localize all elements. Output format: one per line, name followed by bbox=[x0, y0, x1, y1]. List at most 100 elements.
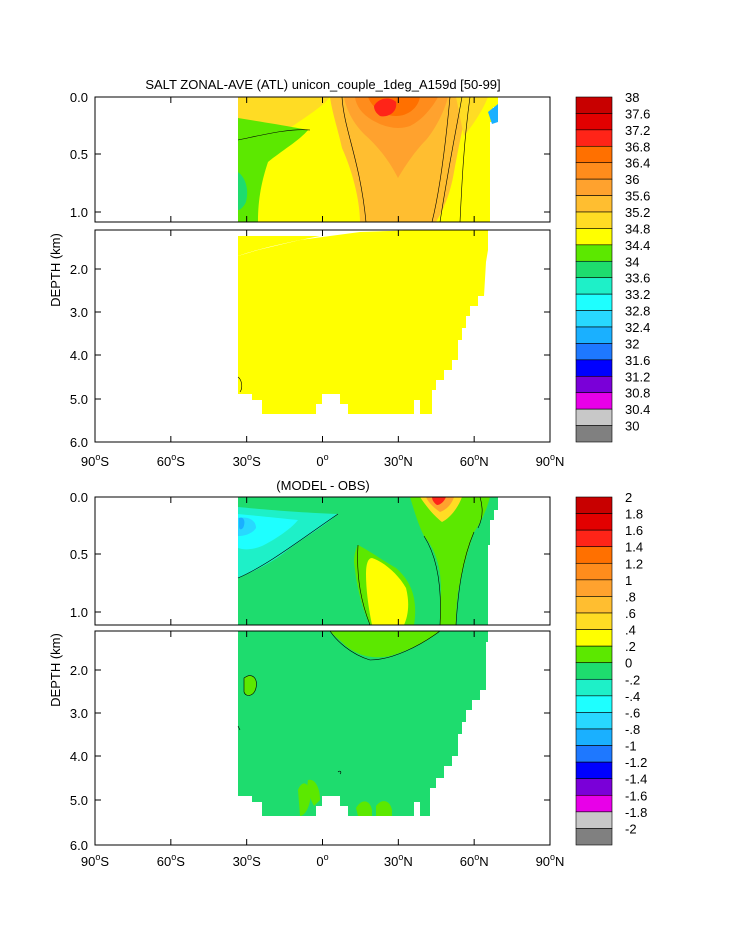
bottom-colorbar-label-15: -1 bbox=[625, 739, 637, 754]
top-colorbar-label-2: 37.2 bbox=[625, 123, 650, 138]
top-colorbar-swatch-9 bbox=[575, 244, 613, 262]
bottom-ytick-05: 0.5 bbox=[70, 547, 88, 562]
bottom-max-core bbox=[432, 497, 446, 505]
bottom-lower-field bbox=[237, 631, 488, 816]
top-colorbar-swatch-1 bbox=[575, 113, 613, 131]
top-xtick-label-4: 30oN bbox=[384, 452, 413, 469]
top-colorbar-swatch-14 bbox=[575, 326, 613, 344]
bottom-ytick-5: 5.0 bbox=[70, 793, 88, 808]
top-colorbar-label-3: 36.8 bbox=[625, 139, 650, 154]
bottom-colorbar-swatch-12 bbox=[575, 695, 613, 713]
top-north-fresh-patch bbox=[488, 104, 498, 124]
bottom-negative-core bbox=[239, 517, 245, 530]
bottom-positive-region-3 bbox=[410, 497, 490, 625]
bottom-panel: (MODEL - OBS) 0. bbox=[48, 478, 647, 869]
bottom-ytick-1: 1.0 bbox=[70, 605, 88, 620]
bottom-xtick-deg-0: 90 bbox=[81, 854, 95, 869]
top-xtick-hemi-6: N bbox=[555, 454, 564, 469]
top-xtick-label-6: 90oN bbox=[536, 452, 565, 469]
bottom-colorbar: 21.81.61.41.21.8.6.4.20-.2-.4-.6-.8-1-1.… bbox=[575, 490, 647, 846]
top-xtick-label-5: 60oN bbox=[460, 452, 489, 469]
top-colorbar-label-15: 32 bbox=[625, 336, 639, 351]
bottom-colorbar-swatch-0 bbox=[575, 496, 613, 514]
top-xtick-label-3: 0o bbox=[316, 452, 328, 469]
top-colorbar-label-18: 30.8 bbox=[625, 386, 650, 401]
bottom-colorbar-label-7: .6 bbox=[625, 606, 636, 621]
top-colorbar-swatch-20 bbox=[575, 425, 613, 443]
top-colorbar-swatch-5 bbox=[575, 178, 613, 196]
bottom-ytick-0: 0.0 bbox=[70, 490, 88, 505]
top-ytick-05: 0.5 bbox=[70, 147, 88, 162]
top-deep-upper bbox=[238, 236, 320, 256]
bottom-colorbar-label-1: 1.8 bbox=[625, 507, 643, 522]
bottom-colorbar-swatch-15 bbox=[575, 745, 613, 763]
top-xtick-hemi-5: N bbox=[479, 454, 488, 469]
top-colorbar-swatch-17 bbox=[575, 375, 613, 394]
top-colorbar-swatch-7 bbox=[575, 211, 613, 229]
bottom-colorbar-swatch-4 bbox=[575, 562, 613, 581]
top-colorbar-label-8: 34.8 bbox=[625, 221, 650, 236]
top-deep-region bbox=[238, 230, 488, 414]
top-colorbar-swatch-4 bbox=[575, 162, 613, 180]
bottom-positive-region-2 bbox=[366, 558, 409, 625]
bottom-deep-positive-1 bbox=[330, 631, 440, 658]
bottom-deep-positive-5 bbox=[356, 801, 372, 816]
top-colorbar-label-5: 36 bbox=[625, 172, 639, 187]
bottom-panel-title: (MODEL - OBS) bbox=[276, 478, 369, 493]
top-xtick-hemi-2: S bbox=[252, 454, 261, 469]
top-colorbar-swatch-18 bbox=[575, 392, 613, 410]
bottom-colorbar-label-0: 2 bbox=[625, 490, 632, 505]
bottom-colorbar-label-18: -1.6 bbox=[625, 788, 647, 803]
bottom-colorbar-label-13: -.6 bbox=[625, 705, 640, 720]
top-fresh-patch bbox=[238, 172, 248, 210]
top-ytick-1: 1.0 bbox=[70, 205, 88, 220]
top-colorbar-swatch-2 bbox=[575, 129, 613, 147]
bottom-xtick-deg-3: 0 bbox=[316, 854, 323, 869]
bottom-xtick-labels: 90oS 60oS 30oS 0o 30oN 60oN 90oN bbox=[81, 852, 565, 869]
top-xtick-labels: 90oS 60oS 30oS 0o 30oN 60oN 90oN bbox=[81, 452, 565, 469]
bottom-colorbar-swatch-14 bbox=[575, 728, 613, 746]
top-xtick-hemi-4: N bbox=[403, 454, 412, 469]
bottom-colorbar-label-17: -1.4 bbox=[625, 772, 647, 787]
bottom-xtick-hemi-6: N bbox=[555, 854, 564, 869]
bottom-ytick-3: 3.0 bbox=[70, 706, 88, 721]
bottom-colorbar-label-10: 0 bbox=[625, 656, 632, 671]
top-xtick-hemi-1: S bbox=[176, 454, 185, 469]
top-colorbar-swatch-10 bbox=[575, 260, 613, 279]
bottom-xtick-hemi-2: S bbox=[252, 854, 261, 869]
top-colorbar-swatch-11 bbox=[575, 277, 613, 295]
top-ytick-6: 6.0 bbox=[70, 435, 88, 450]
bottom-colorbar-swatch-20 bbox=[575, 828, 613, 846]
top-colorbar-label-10: 34 bbox=[625, 254, 639, 269]
top-ytick-2: 2.0 bbox=[70, 262, 88, 277]
bottom-colorbar-swatch-18 bbox=[575, 794, 613, 813]
top-colorbar-swatch-16 bbox=[575, 359, 613, 377]
top-ytick-0: 0.0 bbox=[70, 90, 88, 105]
bottom-colorbar-swatch-8 bbox=[575, 629, 613, 647]
top-colorbar-label-6: 35.6 bbox=[625, 189, 650, 204]
top-colorbar-swatch-0 bbox=[575, 96, 613, 114]
bottom-xtick-label-2: 30oS bbox=[233, 852, 261, 869]
top-colorbar-swatch-12 bbox=[575, 293, 613, 311]
bottom-deep-positive-3 bbox=[298, 783, 311, 816]
bottom-max-region-1 bbox=[426, 497, 454, 512]
bottom-colorbar-label-12: -.4 bbox=[625, 689, 640, 704]
bottom-colorbar-swatch-10 bbox=[575, 662, 613, 680]
top-colorbar-swatch-6 bbox=[575, 195, 613, 213]
top-colorbar-label-9: 34.4 bbox=[625, 238, 650, 253]
bottom-xtick-degree-sign-3: o bbox=[324, 852, 329, 862]
bottom-xtick-hemi-0: S bbox=[100, 854, 109, 869]
top-contour-lines bbox=[237, 97, 471, 222]
bottom-colorbar-label-19: -1.8 bbox=[625, 805, 647, 820]
bottom-xtick-deg-4: 30 bbox=[384, 854, 398, 869]
top-colorbar-swatch-3 bbox=[575, 145, 613, 164]
top-lower-field bbox=[237, 230, 488, 414]
bottom-upper-field bbox=[237, 497, 498, 625]
top-colorbar-label-11: 33.6 bbox=[625, 271, 650, 286]
bottom-colorbar-label-2: 1.6 bbox=[625, 523, 643, 538]
bottom-xtick-deg-1: 60 bbox=[157, 854, 171, 869]
bottom-colorbar-swatch-9 bbox=[575, 645, 613, 664]
bottom-colorbar-swatch-5 bbox=[575, 579, 613, 597]
bottom-xtick-label-5: 60oN bbox=[460, 852, 489, 869]
top-colorbar-label-14: 32.4 bbox=[625, 320, 650, 335]
